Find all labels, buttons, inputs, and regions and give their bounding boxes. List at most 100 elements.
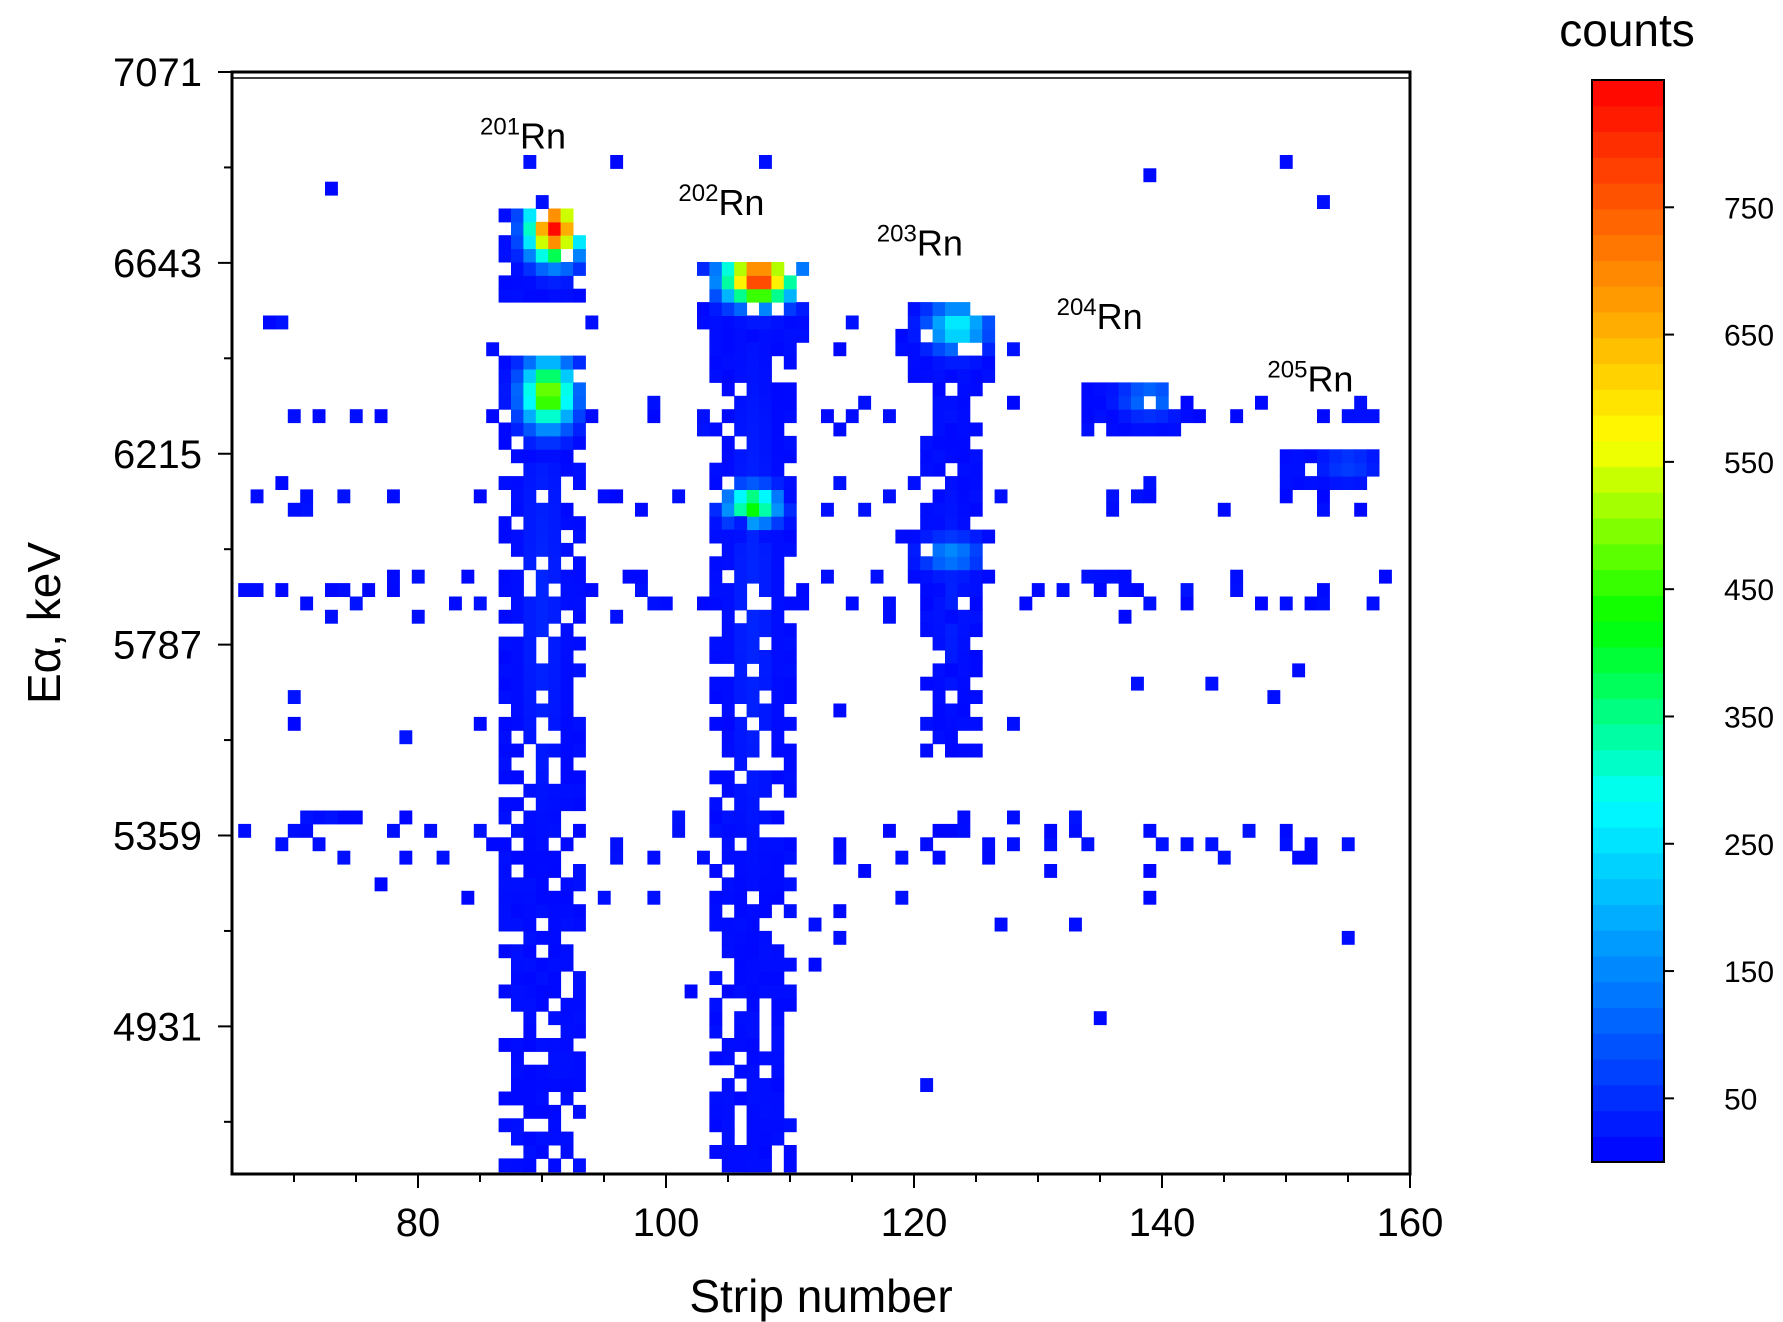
heatmap-cell bbox=[709, 890, 723, 905]
heatmap-cell bbox=[945, 556, 958, 571]
heatmap-cell bbox=[734, 529, 748, 544]
heatmap-cell bbox=[759, 1118, 772, 1133]
heatmap-cell bbox=[287, 502, 301, 517]
heatmap-cell bbox=[734, 730, 748, 745]
heatmap-cell bbox=[1366, 462, 1380, 477]
heatmap-cell bbox=[969, 462, 983, 477]
heatmap-cell bbox=[1304, 596, 1318, 611]
colorbar-band bbox=[1592, 852, 1664, 880]
heatmap-cell bbox=[932, 502, 946, 517]
heatmap-cell bbox=[610, 155, 624, 169]
heatmap-cell bbox=[573, 569, 586, 584]
heatmap-cell bbox=[374, 877, 388, 892]
heatmap-cell bbox=[573, 529, 586, 544]
heatmap-cell bbox=[511, 476, 524, 490]
heatmap-cell bbox=[746, 904, 760, 919]
heatmap-cell bbox=[573, 476, 586, 490]
heatmap-cell bbox=[1143, 382, 1157, 397]
heatmap-cell bbox=[932, 422, 946, 437]
heatmap-cell bbox=[486, 837, 500, 852]
heatmap-cell bbox=[511, 248, 524, 263]
heatmap-cell bbox=[783, 904, 797, 919]
heatmap-cell bbox=[969, 369, 983, 383]
heatmap-cell bbox=[721, 1051, 735, 1066]
heatmap-cell bbox=[560, 676, 574, 691]
heatmap-cell bbox=[957, 703, 971, 718]
heatmap-cell bbox=[783, 690, 797, 704]
heatmap-cell bbox=[721, 650, 735, 664]
heatmap-cell bbox=[709, 502, 723, 517]
heatmap-cell bbox=[734, 288, 748, 303]
heatmap-cell bbox=[771, 422, 785, 437]
colorbar-band bbox=[1592, 183, 1664, 210]
heatmap-cell bbox=[498, 770, 512, 785]
heatmap-cell bbox=[511, 1064, 524, 1079]
heatmap-cell bbox=[746, 1064, 760, 1079]
heatmap-cell bbox=[535, 1131, 549, 1146]
heatmap-cell bbox=[895, 850, 909, 865]
heatmap-cell bbox=[932, 435, 946, 450]
heatmap-cell bbox=[238, 583, 252, 597]
heatmap-cell bbox=[647, 890, 661, 905]
heatmap-cell bbox=[920, 355, 934, 370]
heatmap-cell bbox=[498, 1118, 512, 1133]
heatmap-cell bbox=[969, 502, 983, 517]
heatmap-cell bbox=[511, 690, 524, 704]
heatmap-cell bbox=[511, 262, 524, 276]
heatmap-cell bbox=[746, 690, 760, 704]
heatmap-cell bbox=[300, 823, 314, 838]
heatmap-cell bbox=[957, 409, 971, 424]
heatmap-cell bbox=[957, 716, 971, 731]
heatmap-cell bbox=[957, 823, 971, 838]
heatmap-cell bbox=[721, 342, 735, 357]
heatmap-cell bbox=[523, 596, 537, 611]
heatmap-cell bbox=[721, 462, 735, 477]
heatmap-cell bbox=[511, 1158, 524, 1173]
y-axis-ticks: 4931 5359 5787 6215 6643 7071 bbox=[113, 51, 232, 1123]
heatmap-cell bbox=[523, 810, 537, 825]
heatmap-cell bbox=[473, 489, 487, 504]
heatmap-cell bbox=[548, 743, 562, 758]
heatmap-cell bbox=[957, 395, 971, 410]
heatmap-cell bbox=[287, 823, 301, 838]
heatmap-cell bbox=[1106, 382, 1120, 397]
heatmap-cell bbox=[759, 944, 772, 959]
heatmap-cell bbox=[535, 930, 549, 945]
heatmap-cell bbox=[746, 422, 760, 437]
heatmap-cell bbox=[969, 422, 983, 437]
isotope-element: Rn bbox=[1307, 358, 1353, 399]
heatmap-cell bbox=[238, 823, 252, 838]
heatmap-cell bbox=[957, 663, 971, 678]
heatmap-cell bbox=[1354, 502, 1368, 517]
heatmap-cell bbox=[560, 422, 574, 437]
heatmap-cell bbox=[1131, 489, 1144, 504]
heatmap-cell bbox=[771, 944, 785, 959]
heatmap-cell bbox=[796, 583, 810, 597]
heatmap-cell bbox=[1106, 422, 1120, 437]
heatmap-cell bbox=[573, 1011, 586, 1026]
heatmap-cell bbox=[1118, 583, 1132, 597]
heatmap-cell bbox=[535, 516, 549, 531]
heatmap-cell bbox=[498, 435, 512, 450]
heatmap-cell bbox=[783, 596, 797, 611]
heatmap-cell bbox=[560, 944, 574, 959]
heatmap-cell bbox=[560, 288, 574, 303]
heatmap-cell bbox=[535, 395, 549, 410]
isotope-label: 205Rn bbox=[1267, 356, 1353, 399]
heatmap-cell bbox=[250, 583, 264, 597]
heatmap-cell bbox=[759, 462, 772, 477]
heatmap-cell bbox=[535, 435, 549, 450]
heatmap-cell bbox=[771, 770, 785, 785]
heatmap-cell bbox=[399, 850, 413, 865]
heatmap-cell bbox=[1143, 890, 1157, 905]
heatmap-cell bbox=[994, 489, 1008, 504]
colorbar-tick-label: 550 bbox=[1724, 447, 1774, 480]
heatmap-cell bbox=[535, 743, 549, 758]
heatmap-cell bbox=[771, 997, 785, 1012]
heatmap-cell bbox=[734, 743, 748, 758]
heatmap-cell bbox=[647, 409, 661, 424]
heatmap-cell bbox=[1007, 342, 1020, 357]
heatmap-cell bbox=[535, 890, 549, 905]
heatmap-cell bbox=[697, 850, 710, 865]
heatmap-cell bbox=[709, 516, 723, 531]
